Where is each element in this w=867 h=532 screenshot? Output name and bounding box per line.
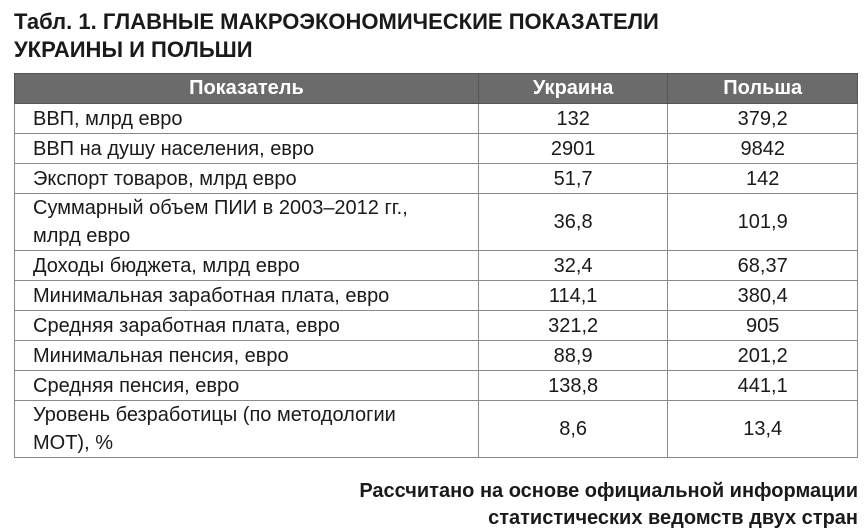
table-row: ВВП на душу населения, евро 2901 9842	[14, 133, 858, 164]
table-cell: Средняя заработная плата, евро	[14, 310, 479, 341]
title-line: УКРАИНЫ И ПОЛЬШИ	[14, 37, 253, 62]
table-cell: 36,8	[477, 193, 669, 251]
table-row: Доходы бюджета, млрд евро 32,4 68,37	[14, 250, 858, 281]
cell-text: Уровень безработицы (по методологии МОТ)…	[33, 404, 396, 454]
table-cell: 51,7	[477, 163, 669, 194]
header-row: Показатель Украина Польша	[14, 73, 858, 104]
table-cell: 101,9	[667, 193, 858, 251]
table-cell: 132	[477, 103, 669, 134]
table-body: ВВП, млрд евро 132 379,2 ВВП на душу населе…	[14, 103, 858, 458]
cell-text: Минимальная заработная плата, евро	[33, 284, 390, 307]
table-cell: 88,9	[477, 340, 669, 371]
table-cell: 9842	[667, 133, 858, 164]
source-line: Рассчитано на основе официальной информа…	[359, 480, 858, 502]
table-row: Минимальная пенсия, евро 88,9 201,2	[14, 340, 858, 371]
table-row: Экспорт товаров, млрд евро 51,7 142	[14, 163, 858, 194]
table-cell: 321,2	[477, 310, 669, 341]
table-cell: 2901	[477, 133, 669, 164]
source-line: статистических ведомств двух стран	[488, 507, 858, 529]
table-row: Минимальная заработная плата, евро 114,1 3…	[14, 280, 858, 311]
table-cell: 441,1	[667, 370, 858, 401]
cell-text: ВВП на душу населения, евро	[33, 137, 315, 160]
table-cell: Минимальная заработная плата, евро	[14, 280, 479, 311]
table-cell: Суммарный объем ПИИ в 2003–2012 гг., млр…	[14, 193, 479, 251]
table-row: Уровень безработицы (по методологии МОТ)…	[14, 400, 858, 458]
title-line: Табл. 1. ГЛАВНЫЕ МАКРОЭКОНОМИЧЕСКИЕ ПОКА…	[14, 9, 659, 34]
table-cell: ВВП на душу населения, евро	[14, 133, 479, 164]
cell-text: Средняя пенсия, евро	[33, 374, 240, 397]
cell-text: Средняя заработная плата, евро	[33, 314, 340, 337]
table-cell: 32,4	[477, 250, 669, 281]
table-cell: Минимальная пенсия, евро	[14, 340, 479, 371]
table-cell: Средняя пенсия, евро	[14, 370, 479, 401]
cell-text: Суммарный объем ПИИ в 2003–2012 гг., млр…	[33, 197, 408, 247]
table-cell: 13,4	[667, 400, 858, 458]
table-cell: 8,6	[477, 400, 669, 458]
table-row: Средняя заработная плата, евро 321,2 905	[14, 310, 858, 341]
table-cell: 905	[667, 310, 858, 341]
table: Показатель Украина Польша ВВП, млрд евро…	[14, 73, 858, 458]
header-cell: Украина	[477, 73, 669, 104]
title: Табл. 1. ГЛАВНЫЕ МАКРОЭКОНОМИЧЕСКИЕ ПОКА…	[14, 8, 659, 64]
table-cell: 379,2	[667, 103, 858, 134]
header-cell: Показатель	[14, 73, 479, 104]
table-row: Суммарный объем ПИИ в 2003–2012 гг., млр…	[14, 193, 858, 251]
cell-text: ВВП, млрд евро	[33, 107, 183, 130]
table-cell: ВВП, млрд евро	[14, 103, 479, 134]
table-cell: 142	[667, 163, 858, 194]
cell-text: Минимальная пенсия, евро	[33, 344, 289, 367]
table-cell: Уровень безработицы (по методологии МОТ)…	[14, 400, 479, 458]
table-row: ВВП, млрд евро 132 379,2	[14, 103, 858, 134]
cell-text: Доходы бюджета, млрд евро	[33, 254, 300, 277]
table-row: Средняя пенсия, евро 138,8 441,1	[14, 370, 858, 401]
header-cell: Польша	[667, 73, 858, 104]
table-cell: 114,1	[477, 280, 669, 311]
table-cell: 68,37	[667, 250, 858, 281]
table-cell: 201,2	[667, 340, 858, 371]
table-cell: 138,8	[477, 370, 669, 401]
table-cell: 380,4	[667, 280, 858, 311]
cell-text: Экспорт товаров, млрд евро	[33, 167, 297, 190]
table-cell: Доходы бюджета, млрд евро	[14, 250, 479, 281]
source-note: Рассчитано на основе официальной информа…	[359, 478, 858, 532]
table-cell: Экспорт товаров, млрд евро	[14, 163, 479, 194]
